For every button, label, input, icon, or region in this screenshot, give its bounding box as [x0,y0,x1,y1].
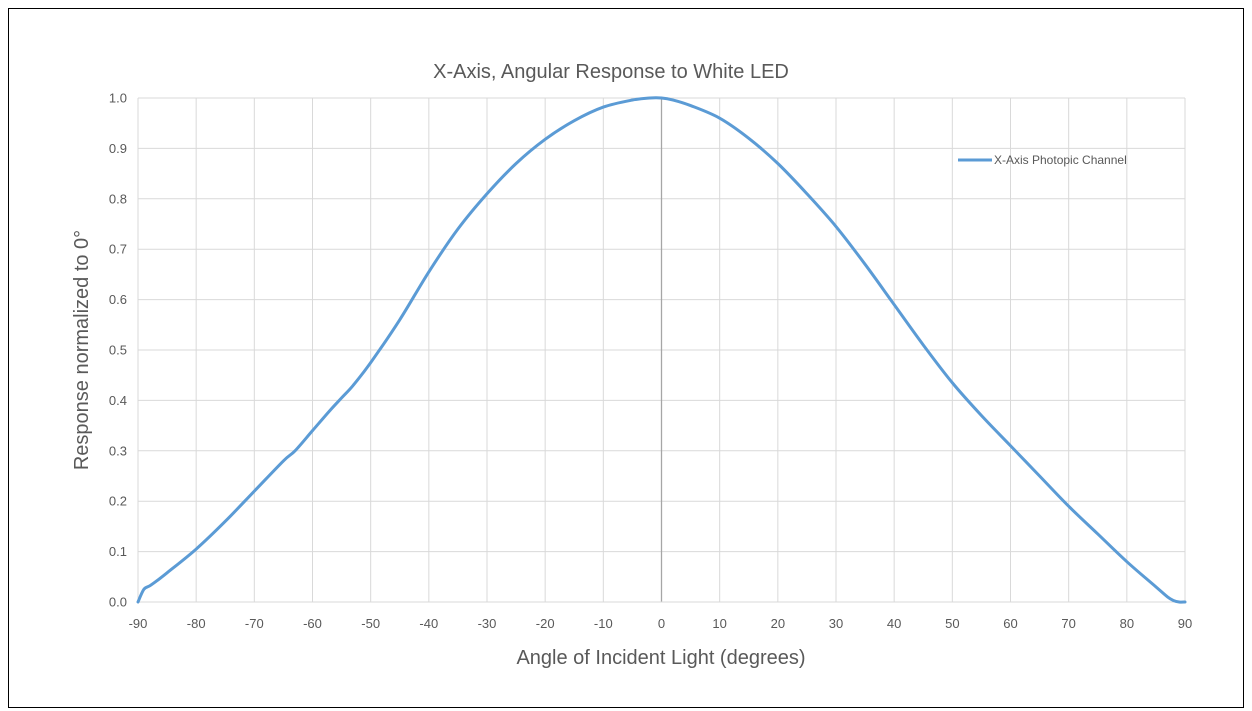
x-tick-label: 10 [712,616,726,631]
chart-title: X-Axis, Angular Response to White LED [433,61,789,83]
y-tick-label: 1.0 [109,91,127,106]
y-tick-label: 0.0 [109,595,127,610]
x-tick-label: 70 [1061,616,1075,631]
x-tick-label: 80 [1120,616,1134,631]
series-line [136,96,1187,604]
x-tick-label: 0 [658,616,665,631]
chart-frame [8,8,1244,708]
y-tick-label: 0.2 [109,494,127,509]
series [136,96,1187,604]
legend-label: X-Axis Photopic Channel [994,153,1127,167]
x-tick-label: -40 [419,616,438,631]
x-tick-label: 90 [1178,616,1192,631]
y-tick-label: 0.9 [109,141,127,156]
x-tick-label: -90 [129,616,148,631]
x-tick-label: -30 [478,616,497,631]
x-tick-label: 60 [1003,616,1017,631]
legend: X-Axis Photopic Channel [958,153,1127,167]
x-tick-label: -80 [187,616,206,631]
y-tick-label: 0.8 [109,191,127,206]
y-tick-label: 0.1 [109,544,127,559]
y-tick-label: 0.7 [109,242,127,257]
x-tick-label: -10 [594,616,613,631]
x-tick-label: -50 [361,616,380,631]
x-tick-label: 20 [771,616,785,631]
x-tick-label: -60 [303,616,322,631]
tick-labels: 0.0 0.1 0.2 0.3 0.4 0.5 0.6 0.7 0.8 0.9 1.0 -90 -80 -… [109,91,1192,632]
x-tick-label: -20 [536,616,555,631]
y-tick-label: 0.5 [109,343,127,358]
y-tick-label: 0.6 [109,292,127,307]
y-tick-label: 0.3 [109,443,127,458]
x-tick-label: 40 [887,616,901,631]
x-tick-label: 50 [945,616,959,631]
x-tick-label: 30 [829,616,843,631]
y-tick-label: 0.4 [109,393,127,408]
x-axis-title: Angle of Incident Light (degrees) [516,647,805,669]
y-axis-title: Response normalized to 0° [71,230,93,470]
x-tick-label: -70 [245,616,264,631]
